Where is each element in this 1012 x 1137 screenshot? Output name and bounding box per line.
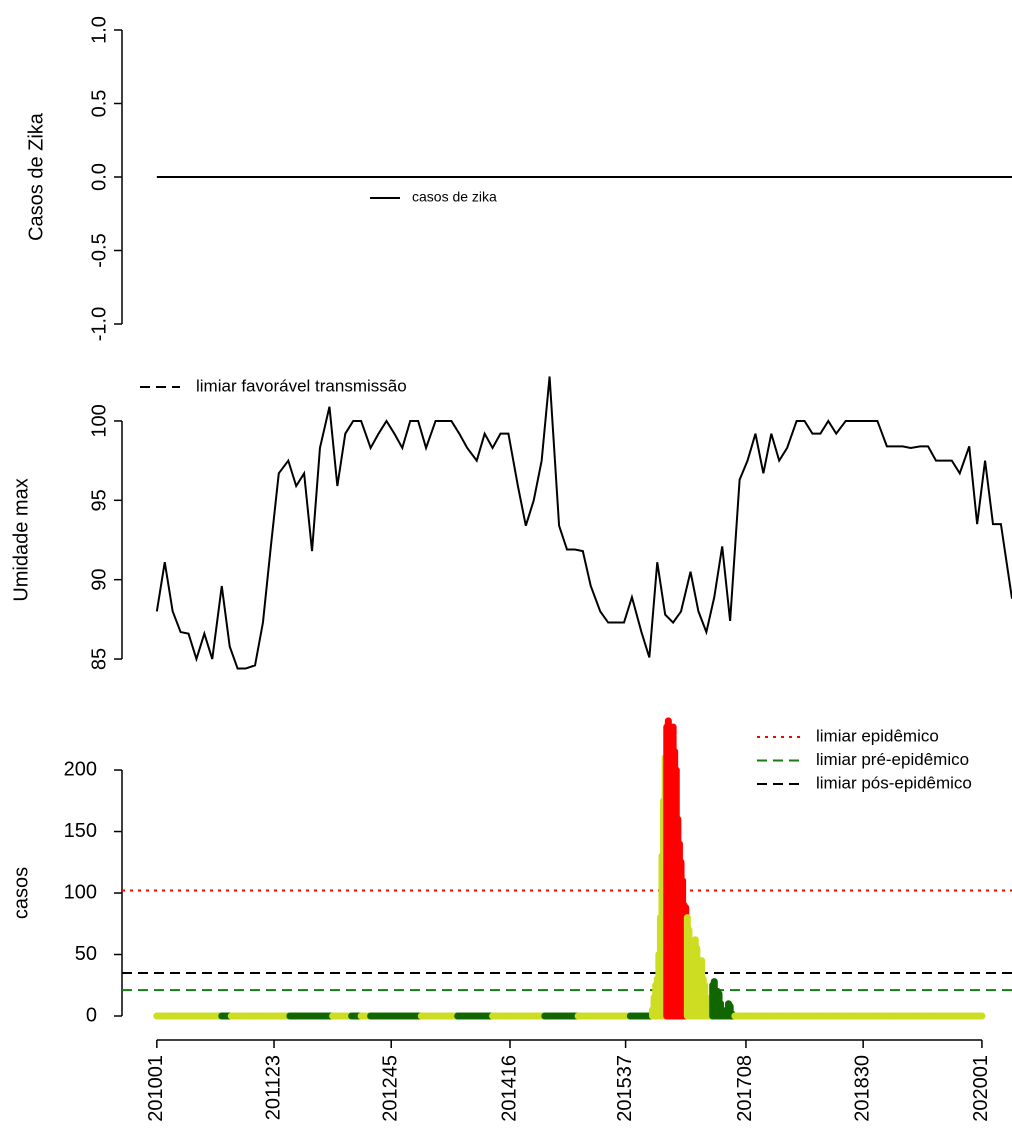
x-tick-label: 201245: [379, 1055, 401, 1122]
y-tick-label: 100: [88, 404, 110, 437]
x-tick-label: 201830: [851, 1055, 873, 1122]
y-tick-label: 90: [88, 569, 110, 591]
y-tick-label: 150: [64, 820, 97, 842]
legend-label: limiar pós-epidêmico: [816, 773, 972, 792]
y-tick-label: 50: [75, 943, 97, 965]
x-tick-label: 201123: [262, 1055, 284, 1120]
legend-label: limiar favorável transmissão: [196, 376, 407, 395]
y-tick-label: 0.5: [88, 90, 110, 118]
x-tick-label: 201001: [145, 1055, 167, 1122]
y-tick-label: 95: [88, 489, 110, 511]
legend-label: limiar epidêmico: [816, 726, 939, 745]
y-tick-label: -0.5: [88, 233, 110, 267]
y-tick-label: 1.0: [88, 16, 110, 44]
y-tick-label: 85: [88, 648, 110, 670]
y-tick-label: 200: [64, 758, 97, 780]
data-line: [155, 376, 1012, 670]
x-tick-label: 201416: [498, 1055, 520, 1122]
y-axis-label: Umidade max: [10, 478, 32, 601]
y-tick-label: 0.0: [88, 163, 110, 191]
x-tick-label: 201537: [614, 1055, 636, 1122]
legend-label: casos de zika: [412, 189, 497, 205]
y-axis-label: casos: [10, 867, 32, 919]
legend-label: limiar pré-epidêmico: [816, 750, 969, 769]
x-tick-label: 202001: [970, 1055, 992, 1122]
y-axis-label: Casos de Zika: [25, 112, 47, 241]
x-tick-label: 201708: [734, 1055, 756, 1122]
y-tick-label: -1.0: [88, 307, 110, 341]
y-tick-label: 100: [64, 881, 97, 903]
y-tick-label: 0: [86, 1004, 97, 1026]
